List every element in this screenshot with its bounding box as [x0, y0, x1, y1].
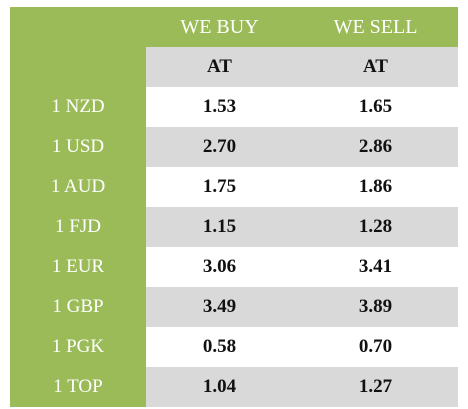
header-we-buy: WE BUY — [146, 7, 293, 47]
buy-rate: 1.15 — [146, 207, 293, 247]
subheader-buy-at: AT — [146, 47, 293, 87]
currency-label: 1 AUD — [10, 167, 146, 207]
currency-label: 1 EUR — [10, 247, 146, 287]
subheader-sell-at: AT — [293, 47, 458, 87]
table-row: 1 PGK 0.58 0.70 — [10, 327, 458, 367]
sell-rate: 3.41 — [293, 247, 458, 287]
table-row: 1 NZD 1.53 1.65 — [10, 87, 458, 127]
table-subheader-row: AT AT — [10, 47, 458, 87]
buy-rate: 1.75 — [146, 167, 293, 207]
subheader-currency-cell — [10, 47, 146, 87]
sell-rate: 1.28 — [293, 207, 458, 247]
buy-rate: 3.49 — [146, 287, 293, 327]
header-currency-cell — [10, 7, 146, 47]
table-row: 1 USD 2.70 2.86 — [10, 127, 458, 167]
header-we-sell: WE SELL — [293, 7, 458, 47]
sell-rate: 3.89 — [293, 287, 458, 327]
table-header-row: WE BUY WE SELL — [10, 7, 458, 47]
currency-label: 1 GBP — [10, 287, 146, 327]
table-row: 1 TOP 1.04 1.27 — [10, 367, 458, 407]
buy-rate: 2.70 — [146, 127, 293, 167]
exchange-rate-table: WE BUY WE SELL AT AT 1 NZD 1.53 1.65 1 U… — [10, 7, 458, 407]
table-row: 1 FJD 1.15 1.28 — [10, 207, 458, 247]
table-row: 1 EUR 3.06 3.41 — [10, 247, 458, 287]
currency-label: 1 FJD — [10, 207, 146, 247]
buy-rate: 1.04 — [146, 367, 293, 407]
currency-label: 1 TOP — [10, 367, 146, 407]
table-row: 1 GBP 3.49 3.89 — [10, 287, 458, 327]
sell-rate: 2.86 — [293, 127, 458, 167]
sell-rate: 1.65 — [293, 87, 458, 127]
sell-rate: 1.27 — [293, 367, 458, 407]
sell-rate: 0.70 — [293, 327, 458, 367]
currency-label: 1 NZD — [10, 87, 146, 127]
buy-rate: 3.06 — [146, 247, 293, 287]
buy-rate: 0.58 — [146, 327, 293, 367]
sell-rate: 1.86 — [293, 167, 458, 207]
currency-label: 1 USD — [10, 127, 146, 167]
table-row: 1 AUD 1.75 1.86 — [10, 167, 458, 207]
currency-label: 1 PGK — [10, 327, 146, 367]
buy-rate: 1.53 — [146, 87, 293, 127]
